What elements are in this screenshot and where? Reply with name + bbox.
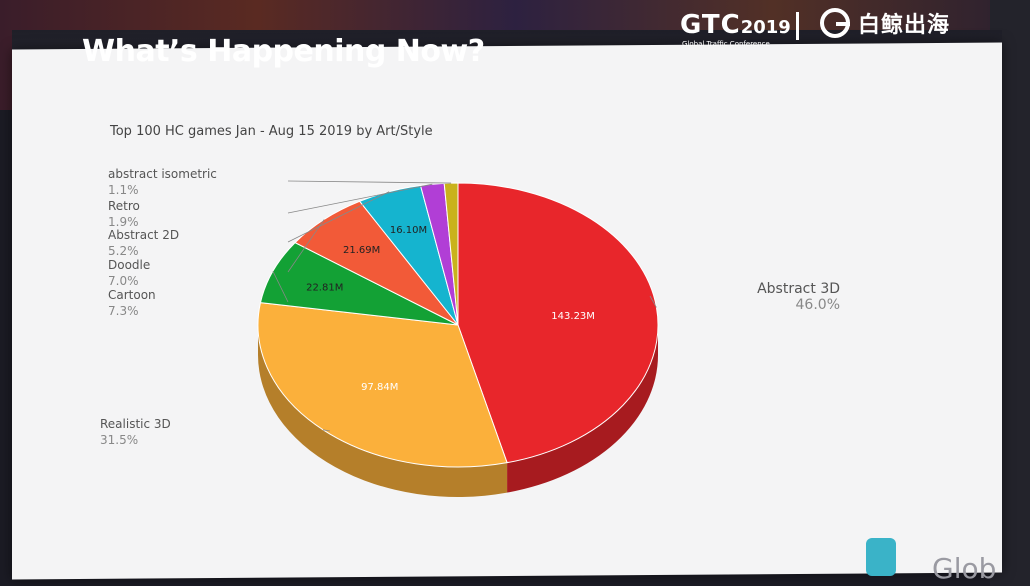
gtc-logo: GTC2019 Global Traffic Conference	[680, 10, 791, 48]
percent-label-abstract-3d: 46.0%	[796, 297, 840, 313]
category-label-abstract-2d: Abstract 2D	[108, 228, 179, 242]
pie-labels: 143.23M 97.84M 22.81M 21.69M 16.10M abstract …	[100, 167, 840, 447]
partner-logo-text: 白鲸出海	[858, 13, 951, 38]
percent-label-abstract-2d: 5.2%	[108, 244, 139, 258]
slice-value-label: 21.69M	[343, 245, 380, 256]
partner-logo: 白鲸出海	[820, 6, 950, 40]
pie-slices	[257, 182, 659, 468]
percent-label-abstract-isometric: 1.1%	[108, 183, 139, 197]
percent-label-realistic-3d: 31.5%	[100, 433, 138, 447]
partner-logo-icon	[820, 8, 850, 38]
percent-label-doodle: 7.0%	[108, 274, 139, 288]
logo-divider	[796, 12, 799, 40]
leader-line-abstract-3d	[649, 295, 657, 308]
chart-title: Top 100 HC games Jan - Aug 15 2019 by Ar…	[109, 124, 433, 139]
leader-line-cartoon	[272, 271, 289, 303]
slice-value-label: 22.81M	[306, 282, 343, 293]
leader-line-abstract-2d	[287, 191, 390, 243]
leader-line-doodle	[287, 219, 325, 273]
category-label-doodle: Doodle	[108, 258, 150, 272]
slide-title: What’s Happening Now?	[82, 34, 485, 69]
category-label-realistic-3d: Realistic 3D	[100, 417, 171, 431]
leader-line-abstract-isometric	[287, 180, 452, 184]
pie-wall-realistic-3d	[258, 325, 508, 497]
category-label-retro: Retro	[108, 199, 140, 213]
slice-value-label: 143.23M	[551, 311, 595, 322]
percent-label-retro: 1.9%	[108, 215, 139, 229]
leader-line-realistic-3d	[323, 429, 331, 432]
leader-line-retro	[287, 183, 433, 214]
category-label-abstract-isometric: abstract isometric	[108, 167, 217, 181]
percent-label-cartoon: 7.3%	[108, 304, 139, 318]
category-label-abstract-3d: Abstract 3D	[757, 281, 840, 297]
watermark-text: Glob	[932, 552, 997, 585]
gtc-logo-subtitle: Global Traffic Conference	[682, 40, 770, 48]
category-label-cartoon: Cartoon	[108, 288, 156, 302]
slice-value-label: 16.10M	[390, 225, 427, 236]
pie-depth	[258, 325, 658, 497]
pie-leaders	[272, 180, 657, 432]
slice-value-label: 97.84M	[361, 382, 398, 393]
app-icon	[866, 538, 896, 576]
gtc-logo-year: 2019	[740, 17, 791, 38]
pie-wall-abstract-3d	[507, 325, 658, 493]
gtc-logo-text: GTC	[680, 10, 741, 40]
